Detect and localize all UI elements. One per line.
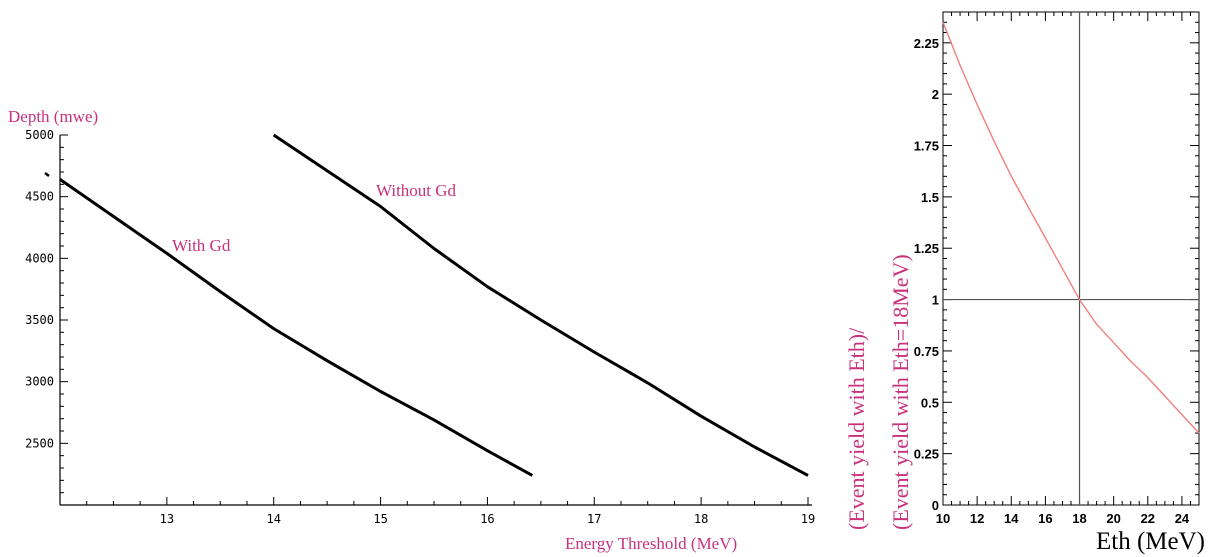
chart2-x-tick-label: 10 xyxy=(936,511,950,526)
chart2-y-axis-label-line1: (Event yield with Eth)/ xyxy=(844,327,869,530)
chart2-x-tick-label: 24 xyxy=(1175,511,1190,526)
chart1-y-tick-label: 2500 xyxy=(25,436,54,450)
chart1-x-tick-label: 16 xyxy=(480,512,494,526)
depth-vs-threshold-chart: 13 14 15 16 17 18 19 2500 3000 3500 4000 4500 5000 D… xyxy=(8,107,815,553)
chart2-x-tick-label: 22 xyxy=(1141,511,1155,526)
chart2-y-tick-label: 0.5 xyxy=(921,395,939,410)
chart1-x-axis-label: Energy Threshold (MeV) xyxy=(565,534,737,553)
chart2-y-tick-label: 0.25 xyxy=(914,447,939,462)
chart2-y-axis-label-line2: (Event yield with Eth=18MeV) xyxy=(888,254,913,530)
chart1-x-tick-label: 18 xyxy=(694,512,708,526)
chart1-x-tick-label: 19 xyxy=(801,512,815,526)
chart1-x-tick-label: 13 xyxy=(160,512,174,526)
chart1-y-tick-label: 5000 xyxy=(25,128,54,142)
chart2-ticks: 10 12 14 16 18 20 22 24 0 0.25 0.5 0.75 1 1.25 1.5 1.75… xyxy=(914,11,1200,526)
chart2-y-tick-label: 2 xyxy=(932,87,939,102)
chart2-y-tick-label: 2.25 xyxy=(914,36,939,51)
chart1-x-tick-label: 17 xyxy=(587,512,601,526)
chart2-series xyxy=(942,22,1200,434)
series-label-without-gd: Without Gd xyxy=(376,181,457,200)
series-label-with-gd: With Gd xyxy=(172,236,231,255)
chart2-y-tick-label: 1 xyxy=(932,293,939,308)
chart2-frame xyxy=(942,11,1200,506)
chart1-x-tick-label: 14 xyxy=(266,512,280,526)
chart1-series xyxy=(44,133,809,477)
chart2-y-tick-label: 1.5 xyxy=(921,190,939,205)
chart2-x-tick-label: 16 xyxy=(1038,511,1052,526)
chart1-y-tick-label: 3000 xyxy=(25,375,54,389)
chart1-y-tick-label: 4000 xyxy=(25,251,54,265)
chart1-line-fragment xyxy=(44,172,50,177)
chart2-x-axis-label: Eth (MeV) xyxy=(1096,528,1205,555)
chart2-y-tick-label: 1.75 xyxy=(914,139,939,154)
chart1-y-tick-label: 4500 xyxy=(25,190,54,204)
chart2-yield-ratio-line xyxy=(942,22,1200,434)
chart2-y-tick-label: 0.75 xyxy=(914,344,939,359)
chart1-x-tick-label: 15 xyxy=(373,512,387,526)
chart2-reference-lines xyxy=(943,12,1199,505)
chart2-y-tick-label: 1.25 xyxy=(914,241,939,256)
chart2-x-tick-label: 12 xyxy=(970,511,984,526)
chart2-x-tick-label: 18 xyxy=(1072,511,1086,526)
chart1-y-tick-label: 3500 xyxy=(25,313,54,327)
chart2-x-tick-label: 14 xyxy=(1004,511,1019,526)
chart2-x-tick-label: 20 xyxy=(1106,511,1120,526)
chart1-ticks: 13 14 15 16 17 18 19 2500 3000 3500 4000 4500 5000 xyxy=(25,128,815,526)
chart1-series-line-with-gd xyxy=(59,178,534,477)
chart1-y-axis-label: Depth (mwe) xyxy=(8,107,98,126)
chart1-series-line-without-gd xyxy=(272,133,809,477)
chart2-y-tick-label: 0 xyxy=(932,498,939,513)
